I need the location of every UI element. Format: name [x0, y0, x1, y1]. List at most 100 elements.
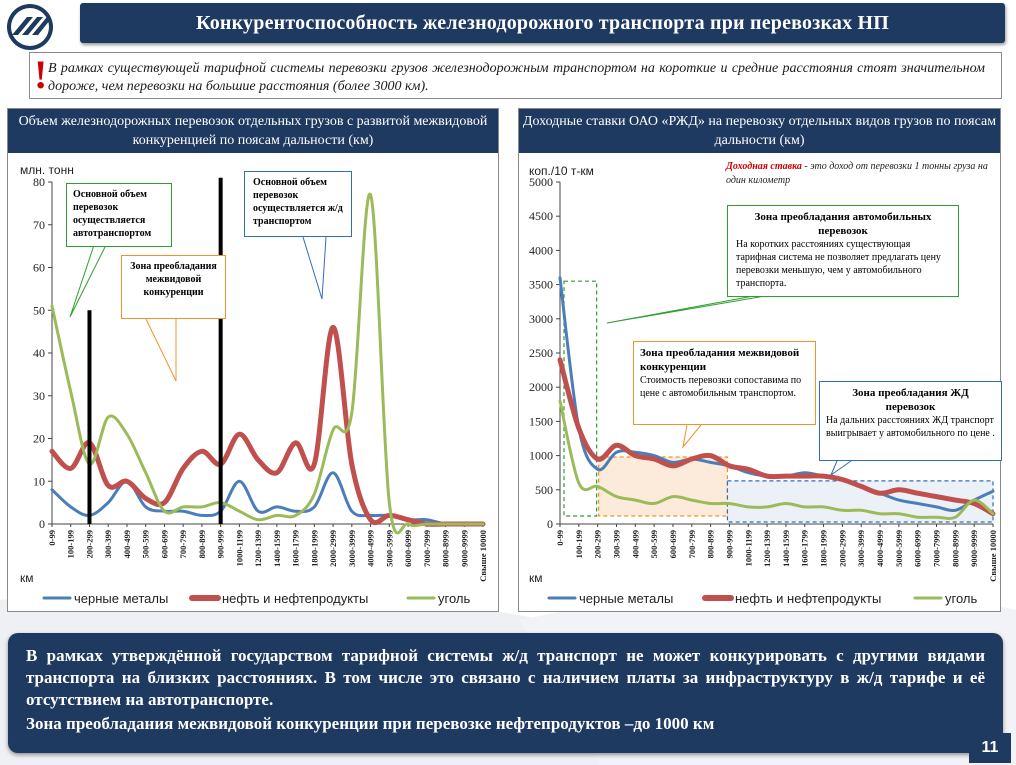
right-chart-point-s1-4 — [634, 455, 636, 457]
right-chart-point-s0-19 — [917, 502, 919, 505]
right-chart-y-tick-label-3: 1500 — [529, 414, 553, 428]
left-chart-point-s2-14 — [313, 493, 315, 495]
right-chart-x-tick-label-9: 900-999 — [724, 530, 734, 558]
left-chart-point-s2-3 — [107, 416, 109, 418]
left-chart: 0 10 20 30 40 50 60 70 80 0-99 100-199 200-299 300-3… — [20, 163, 488, 606]
callout-auto-title: Зона преобладания автомобильных перевозо… — [754, 211, 932, 237]
right-chart-x-tick-label-19: 6000-6999 — [913, 530, 923, 567]
left-chart-point-s2-12 — [276, 514, 278, 517]
right-chart-point-s1-20 — [935, 496, 938, 498]
left-chart-point-s1-13 — [295, 442, 297, 444]
right-chart-x-tick-label-20: 7000-7999 — [932, 530, 942, 567]
right-chart-point-s2-16 — [860, 509, 862, 511]
right-chart-point-s1-16 — [860, 485, 862, 487]
right-chart-x-tick-label-6: 600-699 — [668, 530, 678, 558]
left-chart-y-tick-label-7: 70 — [33, 218, 45, 232]
definition-text: - это доход от перевозки 1 тонны груза н… — [726, 161, 988, 186]
right-chart-point-s0-18 — [898, 499, 900, 501]
right-chart-y-tick-label-8: 4000 — [529, 243, 553, 257]
left-chart-point-s0-15 — [332, 472, 334, 474]
left-chart-point-s1-17 — [369, 519, 372, 521]
right-chart-x-tick-label-0: 0-99 — [555, 530, 565, 546]
left-chart-y-tick-label-4: 40 — [33, 346, 45, 360]
left-chart-point-s2-20 — [426, 523, 428, 525]
left-chart-point-s0-12 — [276, 506, 278, 508]
right-chart-point-s0-23 — [992, 490, 994, 492]
right-callout-auto-pointer — [606, 294, 772, 324]
right-chart-x-tick-label-18: 5000-5999 — [894, 530, 904, 567]
right-chart-point-s0-5 — [653, 455, 655, 457]
right-chart-point-s2-23 — [992, 513, 994, 515]
right-chart: 0 500 1000 1500 2000 2500 3000 3500 4000 4500 5000… — [529, 164, 998, 606]
right-chart-x-tick-label-21: 8000-8999 — [950, 530, 960, 567]
left-chart-x-tick-label-23: Свыше 10000 — [478, 530, 488, 582]
left-chart-point-s2-18 — [388, 502, 390, 504]
right-chart-point-s0-20 — [935, 506, 938, 508]
right-chart-point-s0-4 — [634, 451, 636, 453]
left-chart-x-tick-label-2: 200-299 — [84, 530, 94, 558]
callout-rail-body: На дальних расстояниях ЖД транспорт выиг… — [826, 415, 995, 439]
left-chart-legend-label-1: нефть и нефтепродукты — [222, 591, 368, 606]
right-chart-y-tick-label-5: 2500 — [529, 346, 553, 360]
conclusion-paragraph-2: Зона преобладания межвидовой конкуренции… — [26, 714, 715, 733]
left-chart-point-s1-16 — [351, 463, 353, 465]
left-chart-point-s1-3 — [107, 484, 109, 487]
right-chart-point-s0-8 — [710, 461, 712, 464]
callout-rail-text: Основной объем перевозок осуществляется … — [253, 177, 343, 227]
left-chart-y-tick-label-2: 20 — [33, 432, 45, 446]
right-chart-y-tick-label-2: 1000 — [529, 449, 553, 463]
left-chart-series-line-1 — [49, 324, 486, 527]
left-chart-point-s2-7 — [182, 506, 184, 508]
right-chart-x-tick-label-15: 2000-2999 — [837, 530, 847, 567]
right-chart-panel: Доходные ставки ОАО «РЖД» на перевозку о… — [518, 108, 1002, 612]
left-panel-header: Объем железнодорожных перевозок отдельны… — [8, 109, 498, 153]
right-chart-point-s2-15 — [841, 509, 843, 511]
left-chart-point-s1-8 — [201, 450, 203, 452]
right-chart-point-s1-11 — [766, 475, 768, 477]
right-chart-y-tick-label-7: 3500 — [529, 278, 553, 292]
left-chart-point-s2-13 — [295, 514, 297, 517]
right-chart-point-s2-3 — [615, 496, 618, 498]
left-chart-point-s1-10 — [238, 433, 240, 435]
right-chart-point-s1-12 — [785, 475, 787, 477]
left-chart-x-tick-label-0: 0-99 — [47, 530, 57, 546]
right-chart-point-s0-6 — [672, 461, 674, 464]
right-panel-header: Доходные ставки ОАО «РЖД» на перевозку о… — [519, 109, 1000, 153]
right-panel-title: Доходные ставки ОАО «РЖД» на перевозку о… — [522, 114, 997, 148]
right-chart-point-s0-21 — [954, 509, 956, 511]
right-chart-point-s1-3 — [615, 444, 618, 446]
right-chart-point-s2-14 — [822, 506, 825, 508]
left-chart-x-tick-label-4: 400-499 — [122, 530, 132, 558]
right-chart-point-s2-1 — [578, 482, 580, 484]
left-chart-x-tick-label-1: 100-199 — [66, 530, 76, 558]
right-chart-x-tick-label-2: 200-299 — [593, 530, 603, 558]
revenue-rate-definition: Доходная ставка - это доход от перевозки… — [726, 160, 996, 188]
left-chart-point-s2-6 — [163, 510, 166, 512]
left-chart-x-tick-label-15: 2000-2999 — [328, 530, 338, 567]
right-chart-point-s1-21 — [954, 499, 956, 501]
left-chart-point-s0-1 — [70, 506, 72, 508]
right-chart-point-s2-11 — [766, 506, 768, 508]
left-chart-point-s2-16 — [351, 412, 353, 414]
left-chart-point-s1-6 — [163, 502, 166, 504]
right-chart-point-s0-10 — [747, 472, 749, 474]
left-chart-x-tick-label-16: 3000-3999 — [347, 530, 357, 567]
right-chart-y-tick-label-4: 2000 — [529, 380, 553, 394]
right-chart-point-s0-3 — [615, 451, 618, 453]
right-chart-y-tick-label-10: 5000 — [529, 175, 553, 189]
right-chart-x-tick-label-10: 1000-1199 — [743, 530, 753, 566]
right-chart-x-tick-label-4: 400-499 — [630, 530, 640, 558]
left-chart-x-tick-label-14: 1800-1999 — [309, 530, 319, 567]
left-chart-point-s2-10 — [238, 510, 240, 512]
right-chart-point-s1-13 — [804, 475, 806, 477]
right-chart-point-s1-15 — [841, 478, 843, 481]
left-chart-point-s2-4 — [126, 433, 128, 435]
callout-intermodal-body: Стоимость перевозки сопоставима по цене … — [640, 375, 802, 399]
slide-title-bar: Конкурентоспособность железнодорожного т… — [80, 3, 1005, 43]
right-chart-point-s2-4 — [634, 499, 636, 501]
right-callout-inter-pointer — [682, 424, 702, 449]
right-chart-x-tick-label-16: 3000-3999 — [856, 530, 866, 567]
right-chart-x-tick-label-1: 100-199 — [574, 530, 584, 558]
left-chart-point-s0-3 — [107, 502, 109, 504]
right-chart-point-s1-19 — [917, 492, 919, 494]
